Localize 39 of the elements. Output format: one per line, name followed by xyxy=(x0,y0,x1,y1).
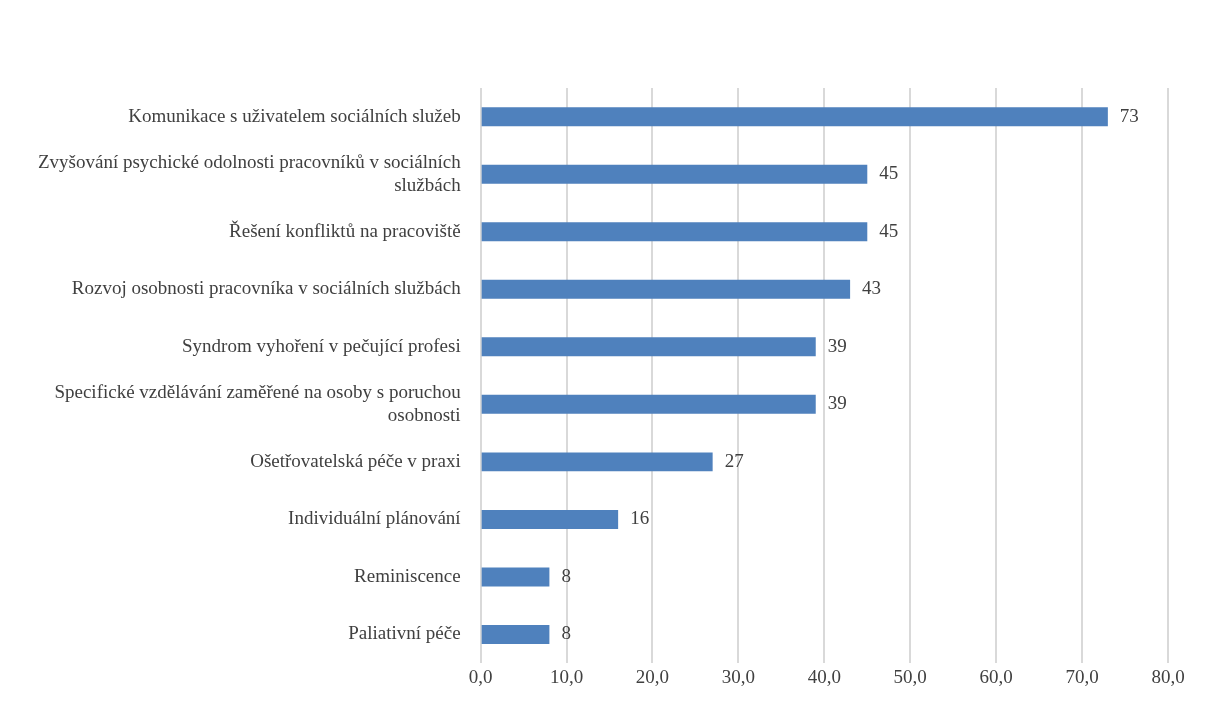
data-label: 8 xyxy=(561,564,571,586)
x-tick-label: 20,0 xyxy=(635,665,670,687)
y-tick-label: Specifické vzdělávání zaměřené na osoby s poruchou osobnosti xyxy=(54,380,462,425)
data-label: 27 xyxy=(724,449,744,471)
y-tick-label: Paliativní péče xyxy=(348,622,461,644)
y-tick-label: Rozvoj osobnosti pracovníka v sociálních službách xyxy=(71,277,462,299)
data-label: 8 xyxy=(561,622,571,644)
y-tick-label: Reminiscence xyxy=(354,564,461,586)
y-tick-label: Syndrom vyhoření v pečující profesi xyxy=(182,334,461,356)
data-label: 45 xyxy=(879,162,899,184)
x-tick-label: 0,0 xyxy=(468,665,493,687)
y-tick-label: Komunikace s uživatelem sociálních služeb xyxy=(128,104,461,126)
data-label: 39 xyxy=(827,392,847,414)
y-tick-label: Zvyšování psychické odolnosti pracovníků v sociálních službách xyxy=(37,150,462,195)
data-label: 39 xyxy=(827,334,847,356)
x-tick-label: 40,0 xyxy=(807,665,841,687)
y-tick-label: Řešení konfliktů na pracoviště xyxy=(229,219,461,241)
bar xyxy=(481,394,816,414)
y-tick-label: Ošetřovatelská péče v praxi xyxy=(250,449,461,471)
bar xyxy=(481,164,868,184)
x-tick-label: 60,0 xyxy=(979,665,1013,687)
bar xyxy=(481,452,713,472)
data-label: 16 xyxy=(630,507,650,529)
x-tick-label: 70,0 xyxy=(1065,665,1099,687)
bar xyxy=(481,567,550,587)
data-label: 73 xyxy=(1119,104,1139,126)
x-tick-label: 80,0 xyxy=(1151,665,1185,687)
x-tick-label: 30,0 xyxy=(721,665,756,687)
bar xyxy=(481,107,1108,127)
data-label: 45 xyxy=(879,219,899,241)
bar xyxy=(481,222,868,242)
data-label: 43 xyxy=(862,277,882,299)
bar xyxy=(481,624,550,644)
bar xyxy=(481,279,851,299)
bar xyxy=(481,337,816,357)
x-tick-label: 10,0 xyxy=(549,665,584,687)
x-tick-label: 50,0 xyxy=(893,665,927,687)
y-tick-label: Individuální plánování xyxy=(288,507,462,529)
bar xyxy=(481,509,619,529)
